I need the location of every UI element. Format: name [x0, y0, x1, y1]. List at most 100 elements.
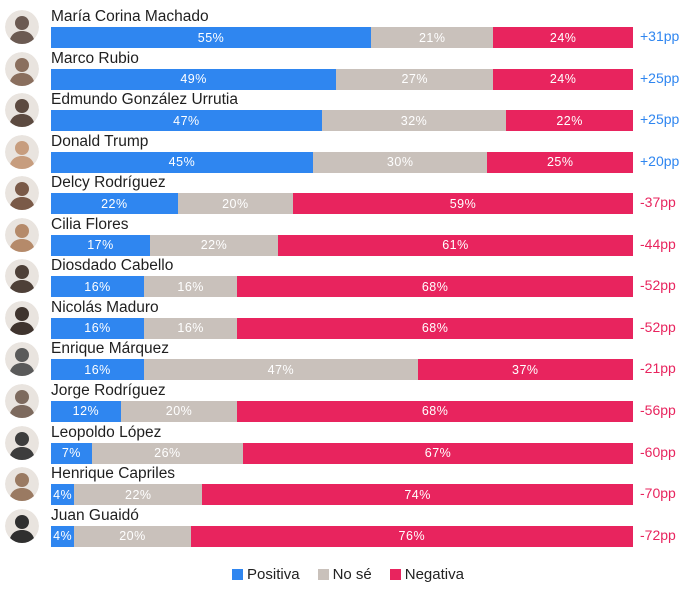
legend-label-nose: No sé: [332, 566, 372, 583]
data-label: 26%: [154, 446, 181, 460]
legend-swatch-nose: [317, 569, 329, 580]
person-name: Donald Trump: [51, 132, 149, 150]
data-label: 59%: [449, 196, 477, 211]
bar-segment-negativa: 68%: [237, 276, 633, 298]
net-value: +25pp: [640, 69, 680, 86]
bar-segment-nose: 26%: [91, 442, 244, 464]
legend-item-negativa: Negativa: [389, 566, 464, 583]
avatar: [5, 217, 39, 252]
person-name: Juan Guaidó: [51, 506, 139, 524]
avatar: [5, 383, 39, 418]
bar-segment-negativa: 25%: [487, 151, 633, 173]
data-label: 16%: [84, 279, 111, 294]
bar-segment-positiva: 12%: [51, 400, 121, 422]
person-name: Leopoldo López: [51, 423, 162, 441]
bar-segment-negativa: 37%: [417, 359, 633, 381]
bar-segment-positiva: 22%: [51, 193, 178, 215]
chart-row: Edmundo González Urrutia 47% 32% 22% +25pp: [0, 91, 696, 133]
bar-segment-negativa: 67%: [243, 442, 633, 464]
data-label: 20%: [222, 196, 249, 211]
stacked-bar: 16% 47% 37%: [51, 359, 633, 381]
data-label: 17%: [87, 238, 114, 253]
bar-segment-nose: 22%: [149, 234, 278, 256]
net-value: -37pp: [640, 194, 676, 211]
data-label: 21%: [418, 30, 446, 45]
person-name: Edmundo González Urrutia: [51, 91, 238, 109]
net-value: +31pp: [640, 28, 680, 44]
stacked-bar: 16% 16% 68%: [51, 276, 633, 298]
chart-row: Henrique Capriles 4% 22% 74% -70pp: [0, 465, 696, 507]
data-label: 47%: [173, 113, 200, 128]
chart-row: Cilia Flores 17% 22% 61% -44pp: [0, 216, 696, 258]
bar-segment-nose: 22%: [74, 484, 203, 506]
chart-row: Juan Guaidó 4% 20% 76% -72pp: [0, 507, 696, 549]
chart-row: Jorge Rodríguez 12% 20% 68% -56pp: [0, 382, 696, 424]
bar-segment-positiva: 16%: [51, 276, 145, 298]
bar-segment-nose: 20%: [74, 525, 191, 547]
data-label: 49%: [180, 72, 207, 87]
stacked-bar: 4% 20% 76%: [51, 525, 633, 547]
data-label: 16%: [177, 321, 204, 336]
chart-row: Donald Trump 45% 30% 25% +20pp: [0, 133, 696, 175]
data-label: 20%: [165, 404, 193, 419]
data-label: 76%: [398, 529, 426, 544]
bar-segment-nose: 20%: [120, 400, 238, 422]
stacked-bar: 12% 20% 68%: [51, 400, 633, 422]
net-value: -52pp: [640, 277, 676, 294]
data-label: 37%: [512, 362, 539, 377]
avatar: [5, 10, 39, 44]
avatar: [5, 300, 39, 335]
stacked-bar: 7% 26% 67%: [51, 442, 633, 464]
legend-swatch-positiva: [232, 569, 244, 580]
bar-segment-negativa: 74%: [202, 484, 633, 506]
avatar: [5, 51, 39, 86]
chart-row: Leopoldo López 7% 26% 67% -60pp: [0, 424, 696, 466]
bar-segment-negativa: 76%: [190, 525, 633, 547]
data-label: 67%: [424, 446, 452, 460]
bar-segment-positiva: 16%: [51, 359, 145, 381]
bar-segment-negativa: 68%: [237, 317, 633, 339]
data-label: 68%: [421, 404, 449, 419]
net-value: -60pp: [640, 443, 676, 460]
avatar: [5, 134, 39, 169]
data-label: 55%: [197, 30, 225, 45]
avatar: [5, 425, 39, 460]
chart-row: Delcy Rodríguez 22% 20% 59% -37pp: [0, 174, 696, 216]
legend-swatch-negativa: [389, 569, 401, 580]
stacked-bar-chart: María Corina Machado 55% 21% 24% +31pp Marco …: [0, 8, 696, 549]
bar-segment-negativa: 61%: [277, 234, 633, 256]
person-name: María Corina Machado: [51, 8, 209, 25]
net-value: -56pp: [640, 401, 676, 418]
data-label: 24%: [549, 30, 577, 45]
chart-row: Enrique Márquez 16% 47% 37% -21pp: [0, 340, 696, 382]
data-label: 20%: [119, 529, 146, 544]
net-value: +20pp: [640, 152, 680, 169]
net-value: -70pp: [640, 485, 676, 502]
data-label: 7%: [61, 446, 81, 460]
net-value: -72pp: [640, 526, 676, 543]
bar-segment-positiva: 47%: [51, 110, 322, 132]
chart-row: María Corina Machado 55% 21% 24% +31pp: [0, 8, 696, 50]
avatar: [5, 176, 39, 211]
stacked-bar: 4% 22% 74%: [51, 484, 633, 506]
bar-segment-nose: 32%: [321, 110, 507, 132]
data-label: 61%: [442, 238, 469, 253]
legend-label-negativa: Negativa: [404, 566, 464, 583]
stacked-bar: 45% 30% 25%: [51, 151, 633, 173]
stacked-bar: 16% 16% 68%: [51, 317, 633, 339]
legend: Positiva No sé Negativa: [0, 566, 696, 583]
stacked-bar: 17% 22% 61%: [51, 234, 633, 256]
net-value: -52pp: [640, 318, 676, 335]
data-label: 22%: [556, 113, 583, 128]
data-label: 22%: [200, 238, 228, 253]
bar-segment-nose: 47%: [144, 359, 418, 381]
data-label: 68%: [421, 321, 449, 336]
avatar: [5, 508, 39, 543]
stacked-bar: 49% 27% 24%: [51, 68, 633, 90]
data-label: 16%: [84, 362, 111, 377]
bar-segment-positiva: 55%: [51, 27, 372, 48]
bar-segment-positiva: 45%: [51, 151, 313, 173]
avatar: [5, 467, 39, 502]
data-label: 4%: [53, 529, 73, 544]
bar-segment-positiva: 7%: [51, 442, 92, 464]
